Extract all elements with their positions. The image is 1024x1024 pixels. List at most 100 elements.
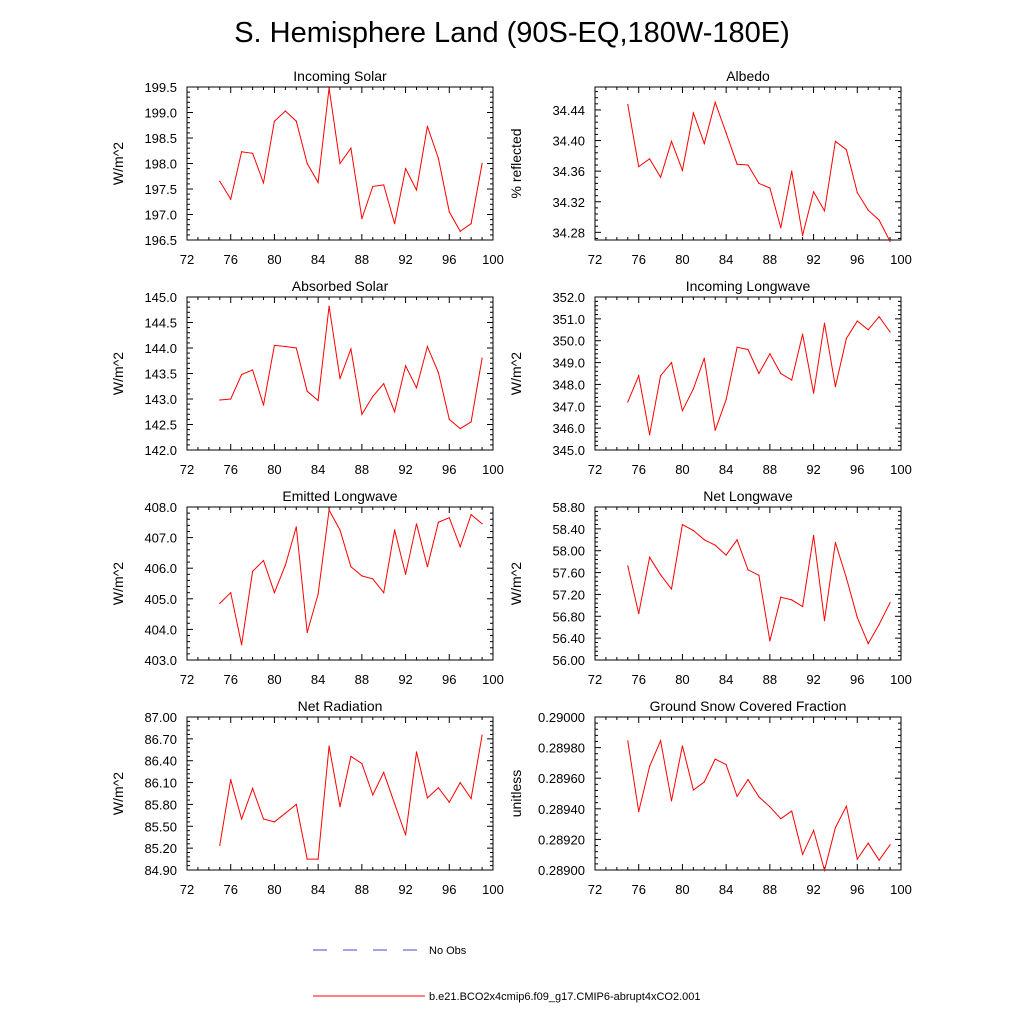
panel-title: Incoming Longwave: [686, 278, 811, 294]
data-point: [470, 421, 472, 423]
data-point: [295, 347, 297, 349]
data-point: [394, 529, 396, 531]
data-point: [328, 745, 330, 747]
data-point: [670, 140, 673, 142]
data-point: [649, 765, 651, 768]
data-point: [649, 158, 651, 160]
x-tick-label: 88: [355, 672, 369, 687]
panel-title: Net Longwave: [703, 488, 793, 504]
data-point: [241, 373, 243, 376]
data-point: [845, 577, 847, 579]
x-tick-label: 100: [482, 462, 504, 477]
y-tick-label: 86.10: [144, 776, 177, 791]
legend: No Obs b.e21.BCO2x4cmip6.f09_g17.CMIP6-a…: [313, 945, 701, 1003]
data-point: [415, 189, 418, 191]
y-tick-label: 58.00: [552, 544, 585, 559]
y-tick-label: 34.44: [552, 103, 585, 118]
y-tick-label: 0.29000: [538, 710, 585, 725]
data-point: [747, 778, 749, 781]
data-point: [437, 787, 439, 789]
y-tick-label: 403.0: [144, 653, 177, 668]
x-tick-label: 84: [719, 882, 733, 897]
series-line: [627, 315, 891, 435]
data-point: [241, 644, 243, 646]
y-tick-label: 406.0: [144, 561, 177, 576]
data-point: [219, 844, 221, 846]
x-tick-label: 76: [631, 462, 645, 477]
data-point: [459, 427, 461, 430]
data-point: [448, 801, 450, 803]
data-point: [681, 410, 684, 412]
x-tick-label: 80: [267, 462, 281, 477]
panels: Incoming Solar W/m^2 72 76 80 84 88 92 96 100 196.…: [110, 68, 912, 897]
x-tick-label: 76: [631, 882, 645, 897]
data-point: [627, 565, 629, 567]
y-tick-label: 58.40: [552, 522, 585, 537]
x-tick-label: 100: [482, 252, 504, 267]
data-point: [295, 526, 297, 528]
x-tick-label: 96: [850, 462, 864, 477]
panel-title: Net Radiation: [298, 698, 383, 714]
x-tick-label: 92: [806, 882, 820, 897]
x-tick-label: 92: [806, 462, 820, 477]
data-point: [273, 592, 276, 594]
x-tick-label: 100: [890, 252, 912, 267]
data-point: [219, 602, 221, 604]
data-point: [230, 779, 232, 781]
data-point: [867, 643, 869, 645]
x-tick-label: 100: [890, 672, 912, 687]
data-point: [295, 120, 297, 122]
y-tick-label: 199.0: [144, 106, 177, 121]
data-point: [448, 517, 450, 519]
data-point: [372, 794, 374, 796]
data-point: [867, 842, 869, 844]
x-tick-label: 84: [311, 462, 325, 477]
data-point: [638, 810, 640, 813]
data-point: [714, 544, 716, 546]
panel-absorbed-solar: Absorbed Solar W/m^2 72 76 80 84 88 92 96 100 142.…: [110, 278, 504, 477]
data-point: [295, 803, 297, 806]
x-tick-label: 96: [850, 882, 864, 897]
x-tick-label: 92: [806, 672, 820, 687]
data-point: [812, 191, 815, 193]
panel-net-radiation: Net Radiation W/m^2 72 76 80 84 88 92 96 100 84.90…: [110, 698, 504, 897]
x-tick-label: 84: [311, 882, 325, 897]
data-point: [758, 574, 760, 576]
x-tick-label: 80: [267, 672, 281, 687]
x-tick-label: 80: [675, 462, 689, 477]
data-point: [878, 623, 880, 626]
panel-title: Absorbed Solar: [292, 278, 389, 294]
data-point: [448, 418, 450, 420]
data-point: [328, 305, 330, 307]
y-tick-label: 404.0: [144, 622, 177, 637]
x-tick-label: 80: [267, 252, 281, 267]
y-tick-label: 142.0: [144, 443, 177, 458]
data-point: [481, 357, 483, 359]
x-tick-label: 96: [442, 672, 456, 687]
data-point: [692, 529, 694, 532]
x-tick-label: 84: [311, 252, 325, 267]
x-tick-label: 96: [850, 252, 864, 267]
data-point: [659, 375, 662, 377]
data-point: [725, 399, 727, 401]
y-tick-label: 196.5: [144, 233, 177, 248]
x-tick-label: 80: [267, 882, 281, 897]
data-point: [350, 348, 352, 350]
data-point: [692, 112, 694, 114]
data-point: [856, 858, 858, 860]
y-tick-label: 0.28900: [538, 863, 585, 878]
x-tick-label: 88: [763, 882, 777, 897]
data-point: [284, 564, 286, 566]
data-point: [823, 869, 826, 871]
y-tick-label: 351.0: [552, 312, 585, 327]
data-point: [834, 140, 837, 142]
y-tick-label: 143.0: [144, 392, 177, 407]
data-point: [262, 559, 265, 562]
y-tick-label: 144.5: [144, 316, 177, 331]
data-point: [649, 556, 651, 558]
data-point: [459, 546, 461, 548]
data-point: [404, 168, 407, 170]
legend-no-obs-label: No Obs: [429, 945, 467, 957]
x-tick-label: 88: [355, 882, 369, 897]
data-point: [481, 523, 483, 525]
